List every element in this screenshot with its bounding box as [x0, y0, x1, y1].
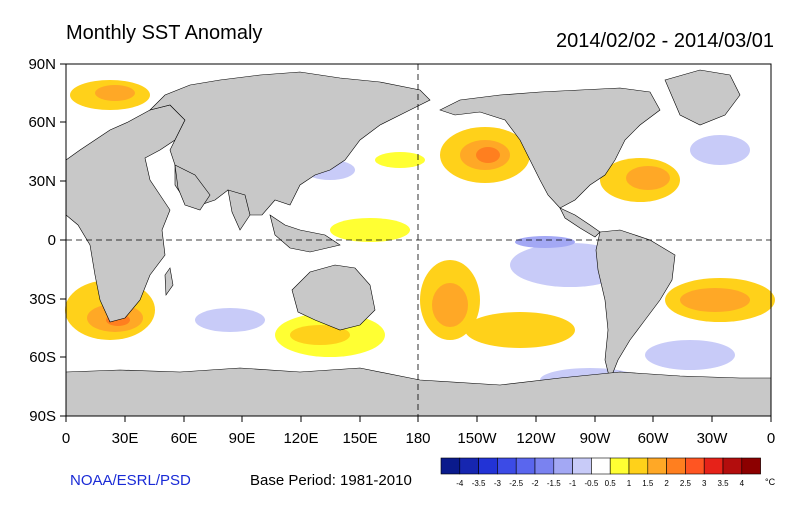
colorbar-unit: °C [765, 477, 776, 487]
colorbar-tick-label: 1.5 [642, 479, 654, 488]
colorbar-tick-label: -1 [569, 479, 577, 488]
eurasia [149, 71, 431, 216]
lat-label: 60S [29, 349, 56, 366]
colorbar-tick-label: -0.5 [585, 479, 599, 488]
colorbar-tick-label: -4 [456, 479, 464, 488]
colorbar-tick-label: 2.5 [680, 479, 692, 488]
colorbar-swatch [722, 457, 743, 475]
colorbar-tick-label: 2 [664, 479, 669, 488]
madagascar [164, 267, 174, 296]
lon-label: 0 [62, 430, 70, 447]
colorbar-swatch [459, 457, 479, 475]
landmasses [65, 69, 772, 417]
colorbar-swatch [515, 457, 536, 475]
lat-ticks [60, 63, 66, 417]
europe-africa [65, 104, 186, 323]
lon-label: 150E [342, 430, 377, 447]
colorbar-tick-label: 3.5 [717, 479, 729, 488]
lat-label: 0 [48, 232, 56, 249]
north-america [439, 87, 661, 209]
colorbar-tick-label: -3 [494, 479, 502, 488]
colorbar-swatch [666, 457, 686, 475]
date-range: 2014/02/02 - 2014/03/01 [556, 30, 774, 52]
greenland [664, 69, 741, 126]
colorbar-ticks: -4 -3.5 -3 -2.5 -2 -1.5 -1 -0.5 0.5 1 1.5 2 2.5 3 3.5 4 [456, 479, 744, 488]
lon-label: 30W [697, 430, 729, 447]
lon-label: 0 [767, 430, 775, 447]
base-period-label: Base Period: 1981-2010 [250, 472, 412, 489]
south-america [595, 229, 676, 381]
lon-label: 120E [283, 430, 318, 447]
lat-label: 30S [29, 291, 56, 308]
lon-label: 60W [638, 430, 670, 447]
colorbar-swatch [534, 457, 555, 475]
lon-label: 90W [580, 430, 612, 447]
colorbar-swatch [440, 457, 461, 475]
map-title: Monthly SST Anomaly [66, 22, 263, 44]
colorbar-swatch [741, 457, 761, 475]
colorbar-swatch [497, 457, 517, 475]
arabia-india [174, 164, 251, 231]
colorbar-swatch [553, 457, 573, 475]
credit-label: NOAA/ESRL/PSD [70, 472, 191, 489]
colorbar-swatch [609, 457, 630, 475]
lat-label: 90N [28, 56, 56, 73]
colorbar [440, 457, 761, 475]
lon-label: 120W [516, 430, 556, 447]
colorbar-swatch [628, 457, 649, 475]
colorbar-swatch [591, 457, 611, 475]
colorbar-tick-label: 3 [702, 479, 707, 488]
lon-label: 30E [112, 430, 139, 447]
australia [291, 264, 376, 331]
colorbar-tick-label: -2 [531, 479, 539, 488]
colorbar-tick-label: -1.5 [547, 479, 561, 488]
colorbar-swatch [647, 457, 667, 475]
lat-label: 90S [29, 408, 56, 425]
southeast-asia [269, 214, 341, 253]
colorbar-tick-label: -3.5 [472, 479, 486, 488]
colorbar-tick-label: 1 [627, 479, 632, 488]
lon-label: 90E [229, 430, 256, 447]
colorbar-swatch [478, 457, 498, 475]
lon-label: 150W [457, 430, 497, 447]
lon-ticks [65, 416, 772, 422]
colorbar-swatch [572, 457, 592, 475]
colorbar-swatch [685, 457, 705, 475]
colorbar-tick-label: -2.5 [509, 479, 523, 488]
lon-label: 60E [171, 430, 198, 447]
lon-label: 180 [405, 430, 430, 447]
lat-label: 30N [28, 173, 56, 190]
central-america [559, 207, 601, 238]
colorbar-tick-label: 0.5 [605, 479, 617, 488]
lat-label: 60N [28, 114, 56, 131]
colorbar-swatch [703, 457, 724, 475]
colorbar-tick-label: 4 [740, 479, 745, 488]
